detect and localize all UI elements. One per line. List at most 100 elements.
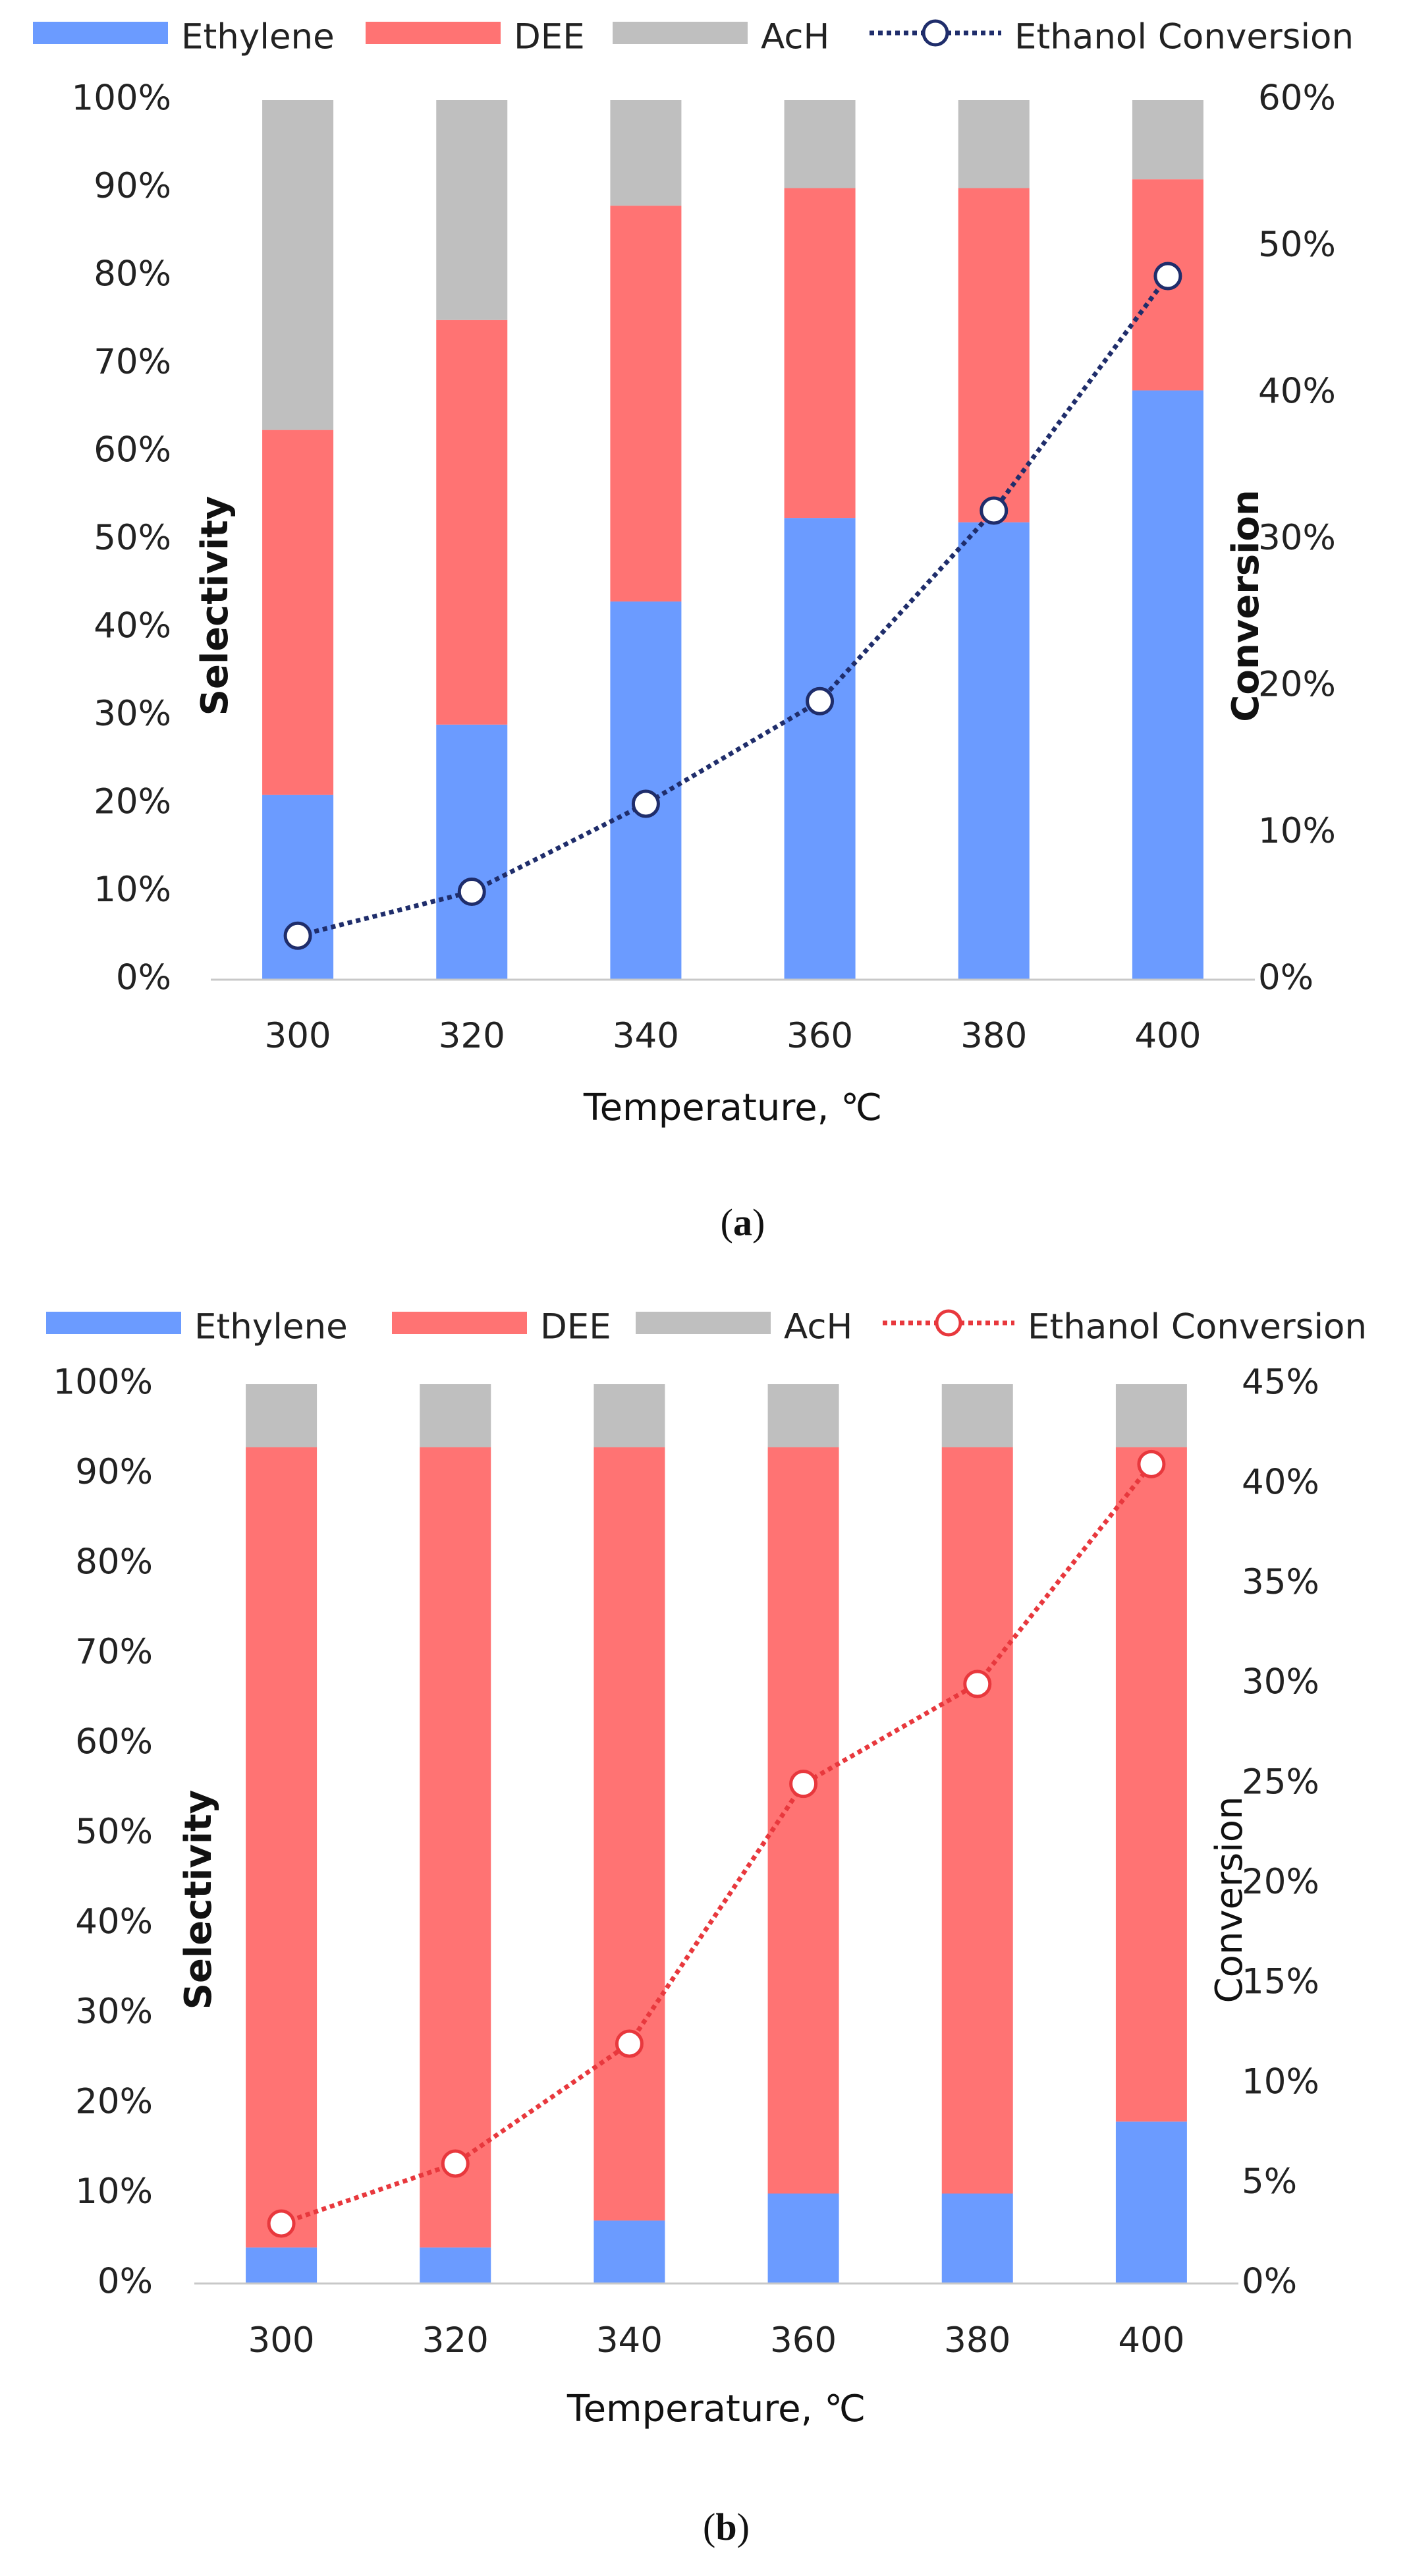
legend-item-dee: DEE [366,17,585,57]
bar-dee-300 [246,1447,318,2248]
conversion-line [280,1463,1153,2226]
y-tick-label: 70% [94,342,171,382]
figure-caption: (b) [703,2506,750,2548]
y-tick-label: 10% [94,870,171,910]
y2-tick-label: 15% [1242,1962,1319,2002]
bar-ethylene-360 [767,2193,839,2283]
y2-tick-label: 60% [1258,78,1336,119]
bar-ach-380 [958,100,1030,188]
bar-dee-340 [594,1447,665,2221]
legend-item-ethylene: Ethylene [46,1307,348,1347]
legend-label: Ethanol Conversion [1028,1307,1367,1347]
y2-tick-label: 0% [1258,958,1313,998]
bar-ethylene-300 [262,795,334,980]
y-tick-label: 60% [75,1722,153,1762]
y2-tick-label: 35% [1242,1562,1319,1602]
bar-ethylene-380 [958,522,1030,980]
legend-swatch [613,22,748,44]
bar-dee-320 [420,1447,491,2248]
y2-tick-label: 50% [1258,225,1336,265]
bar-ach-380 [941,1384,1013,1447]
conversion-point-380 [980,496,1008,525]
y2-tick-label: 40% [1258,372,1336,412]
y-tick-label: 100% [71,78,171,119]
y2-tick-label: 20% [1258,665,1336,705]
y-tick-label: 80% [75,1542,153,1582]
y-tick-label: 90% [94,166,171,206]
y-tick-label: 50% [75,1812,153,1852]
legend-item-ach: AcH [613,17,829,57]
x-tick-label: 320 [422,2320,489,2361]
x-tick-label: 360 [770,2320,837,2361]
bar-ach-360 [784,100,856,188]
legend-item-ethanol-conversion: Ethanol Conversion [870,17,1354,57]
x-axis-title: Temperature, ℃ [566,2388,866,2430]
x-tick-label: 300 [264,1016,331,1056]
figure-caption: (a) [721,1201,765,1244]
x-tick-label: 360 [787,1016,853,1056]
legend-label: AcH [784,1307,852,1347]
legend-label: AcH [761,17,829,57]
x-tick-label: 340 [596,2320,663,2361]
bar-ach-300 [246,1384,318,1447]
y-axis-title: Selectivity [177,1790,220,2010]
bar-ethylene-340 [594,2220,665,2283]
y2-tick-label: 10% [1258,811,1336,851]
legend-label: Ethylene [181,17,335,57]
conversion-point-300 [267,2209,296,2238]
conversion-point-320 [441,2149,470,2178]
y-tick-label: 50% [94,518,171,558]
legend-item-ethanol-conversion: Ethanol Conversion [883,1307,1367,1347]
x-tick-label: 340 [613,1016,679,1056]
x-tick-label: 380 [944,2320,1010,2361]
y-tick-label: 100% [53,1362,153,1403]
conversion-line [297,274,1170,938]
x-axis-title: Temperature, ℃ [583,1086,882,1129]
y-tick-label: 40% [75,1902,153,1942]
bar-ach-360 [767,1384,839,1447]
conversion-point-360 [789,1770,818,1799]
legend-swatch [33,22,168,44]
bar-ach-320 [420,1384,491,1447]
bar-ach-300 [262,100,334,430]
y2-tick-label: 40% [1242,1462,1319,1502]
y2-tick-label: 10% [1242,2061,1319,2102]
bar-ethylene-320 [436,724,508,980]
legend-label: DEE [540,1307,611,1347]
conversion-point-340 [615,2029,644,2058]
bar-ach-400 [1132,100,1203,180]
legend-label: Ethanol Conversion [1014,17,1354,57]
conversion-point-340 [631,789,660,818]
legend-swatch [366,22,501,44]
conversion-point-400 [1153,262,1182,291]
y-tick-label: 80% [94,254,171,294]
x-tick-label: 320 [439,1016,505,1056]
y2-tick-label: 0% [1242,2262,1297,2302]
bar-dee-380 [958,188,1030,522]
conversion-point-320 [457,878,486,906]
y2-tick-label: 45% [1242,1362,1319,1403]
conversion-point-400 [1137,1449,1166,1478]
conversion-point-380 [963,1669,992,1698]
bar-ethylene-300 [246,2247,318,2283]
y2-tick-label: 30% [1258,518,1336,558]
y-tick-label: 70% [75,1632,153,1672]
bar-ach-340 [610,100,682,206]
bar-ach-340 [594,1384,665,1447]
legend-swatch [392,1312,527,1334]
bar-ethylene-400 [1115,2121,1187,2283]
bar-dee-360 [767,1447,839,2194]
legend-swatch [46,1312,181,1334]
bar-ethylene-360 [784,518,856,980]
bar-dee-400 [1115,1447,1187,2122]
chart-b: Ethylene DEE AcH Ethanol Conversion 0% 10% 20%… [46,1307,1367,2548]
bar-dee-300 [262,430,334,795]
y2-axis-title: Conversion [1225,490,1267,721]
conversion-point-300 [283,921,312,950]
legend-marker [922,19,949,47]
y2-tick-label: 20% [1242,1862,1319,1902]
y2-axis-title: Conversion [1208,1797,1251,2003]
bar-ach-400 [1115,1384,1187,1447]
y-tick-label: 90% [75,1452,153,1492]
